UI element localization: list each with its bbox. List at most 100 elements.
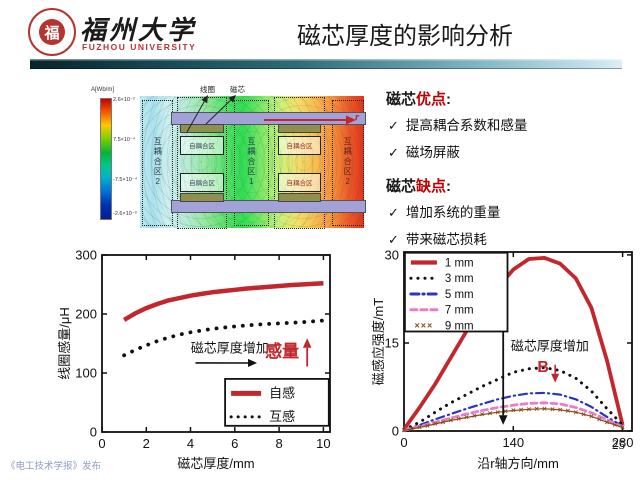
series-互感 — [122, 318, 326, 358]
y-tick-label: 200 — [75, 307, 97, 322]
legend-label: 7 mm — [445, 305, 474, 317]
svg-text:×: × — [402, 426, 407, 435]
region-coil-right — [274, 97, 325, 229]
y-tick-label: 300 — [75, 248, 97, 263]
cons-list: ✓ 增加系统的重量 ✓ 带来磁芯损耗 — [386, 201, 636, 248]
series-5 mm — [402, 391, 624, 432]
university-name-en: FUZHOU UNIVERSITY — [82, 42, 197, 52]
region-mutual-coupling-center: 互耦合区1 — [234, 99, 269, 227]
check-icon: ✓ — [388, 145, 399, 160]
legend-label: 9 mm — [445, 321, 474, 333]
svg-text:×: × — [534, 405, 539, 414]
svg-text:×: × — [581, 410, 586, 419]
slide-title: 磁芯厚度的影响分析 — [297, 24, 513, 50]
core-callout-label: 磁芯 — [230, 85, 245, 94]
x-tick-label: 6 — [231, 436, 238, 451]
series-9 mm — [403, 408, 623, 431]
check-icon: ✓ — [388, 118, 399, 133]
svg-text:×: × — [612, 420, 617, 429]
svg-text:×: × — [589, 412, 594, 421]
chart-annotation: 磁芯厚度增加 — [511, 339, 589, 354]
svg-text:×: × — [620, 423, 625, 432]
y-tick-label: 0 — [90, 425, 97, 440]
r-axis-label: r — [355, 111, 360, 123]
svg-text:×: × — [409, 425, 414, 434]
region-mutual-coupling-left: 互耦合区2 — [142, 99, 174, 227]
svg-text:×: × — [480, 410, 485, 419]
svg-text:×: × — [448, 416, 453, 425]
y-tick-label: 0 — [392, 424, 399, 439]
note-item: ✓ 磁场屏蔽 — [388, 145, 460, 160]
annotation-arrow — [498, 327, 508, 425]
core-bar-bottom — [171, 200, 366, 214]
svg-text:×: × — [519, 406, 524, 415]
y-tick-label: 100 — [75, 366, 97, 381]
y-tick-label: 15 — [385, 336, 399, 351]
pros-title: 磁芯优点: — [386, 91, 452, 108]
region-mutual-coupling-right: 互耦合区2 — [331, 99, 364, 227]
chart-annotation: 磁芯厚度增加 — [191, 340, 269, 355]
university-seal-logo: 福 — [28, 8, 76, 56]
svg-text:×: × — [573, 408, 578, 417]
header-divider-bar — [30, 59, 622, 69]
svg-text:×: × — [566, 407, 571, 416]
svg-text:×: × — [464, 413, 469, 422]
x-axis-label: 沿r轴方向/mm — [477, 456, 559, 471]
svg-text:×: × — [558, 406, 563, 415]
legend-sample: ××× — [415, 321, 434, 331]
legend-label: 1 mm — [445, 258, 474, 270]
svg-text:×: × — [425, 421, 430, 430]
svg-text:×: × — [597, 415, 602, 424]
svg-text:×: × — [503, 407, 508, 416]
note-item: ✓ 增加系统的重量 — [388, 205, 501, 220]
publisher-watermark: 《电工技术学报》发布 — [6, 461, 102, 472]
note-item: ✓ 提高耦合系数和感量 — [388, 118, 528, 133]
colorbar — [100, 98, 112, 220]
colorbar-tick: 7.5×10⁻⁴ — [113, 137, 136, 143]
series-1 mm — [402, 255, 625, 431]
x-tick-label: 0 — [98, 436, 105, 451]
svg-text:×: × — [456, 415, 461, 424]
series-自感 — [122, 281, 324, 322]
self-coupling-zone-label: 自耦合区 — [180, 172, 224, 192]
y-axis-label: 线圈感量/μH — [57, 307, 72, 380]
svg-text:×: × — [542, 404, 547, 413]
legend-label: 3 mm — [445, 273, 474, 285]
annotation-arrow — [551, 364, 560, 383]
plot-frame — [403, 251, 633, 432]
colorbar-label: A[Wb/m] — [91, 87, 115, 93]
legend-label: 自感 — [269, 385, 295, 400]
x-tick-label: 0 — [400, 435, 407, 450]
coil-bar — [180, 193, 224, 202]
check-icon: ✓ — [388, 232, 399, 247]
colorbar-tick: -7.5×10⁻⁴ — [113, 177, 138, 183]
self-coupling-zone-label: 自耦合区 — [277, 172, 322, 192]
chart-annotation: B — [537, 359, 549, 376]
simulation-figure: A[Wb/m] 2.6×10⁻³ 7.5×10⁻⁴ -7.5×10⁻⁴ -2.6… — [84, 84, 366, 234]
check-icon: ✓ — [388, 205, 399, 220]
x-tick-label: 2 — [143, 436, 150, 451]
self-coupling-zone-label: 自耦合区 — [277, 135, 322, 155]
colorbar-tick: -2.6×10⁻³ — [113, 211, 137, 217]
field-contour-plot: 互耦合区2 互耦合区1 互耦合区2 自耦合区 自耦合区 自耦合区 自耦合区 — [140, 96, 366, 229]
coil-bar — [277, 193, 322, 202]
self-coupling-zone-label: 自耦合区 — [180, 135, 224, 155]
inductance-vs-thickness-chart: 0 2 4 6 8 10 0 100 200 300 磁芯厚度/mm 线圈感量/μH 磁芯厚度增加 感量自… — [56, 246, 338, 474]
x-axis-label: 磁芯厚度/mm — [177, 456, 254, 471]
series-3 mm — [402, 366, 625, 432]
axis-ticks: 0 140 280 0 15 30 — [385, 247, 634, 450]
notes-panel: 磁芯优点: ✓ 提高耦合系数和感量 ✓ 磁场屏蔽 磁芯缺点: ✓ 增加系统的重量 ✓ 带… — [386, 88, 636, 262]
colorbar-tick: 2.6×10⁻³ — [113, 97, 135, 103]
svg-text:×: × — [433, 420, 438, 429]
svg-text:×: × — [488, 409, 493, 418]
y-axis-label: 磁感应强度/mT — [371, 298, 386, 385]
flux-density-vs-position-chart: 0 140 280 0 15 30 沿r轴方向/mm 磁感应强度/mT × × × × × × × × × × × ×… — [370, 244, 640, 474]
plot-frame — [101, 254, 331, 433]
series-markers-9 mm: × × × × × × × × × × × × × × × × × × × × × × × × × × × × × — [402, 404, 626, 435]
cons-title: 磁芯缺点: — [386, 178, 452, 195]
chart-annotation: 感量 — [265, 341, 299, 361]
core-bar-top — [171, 111, 366, 126]
